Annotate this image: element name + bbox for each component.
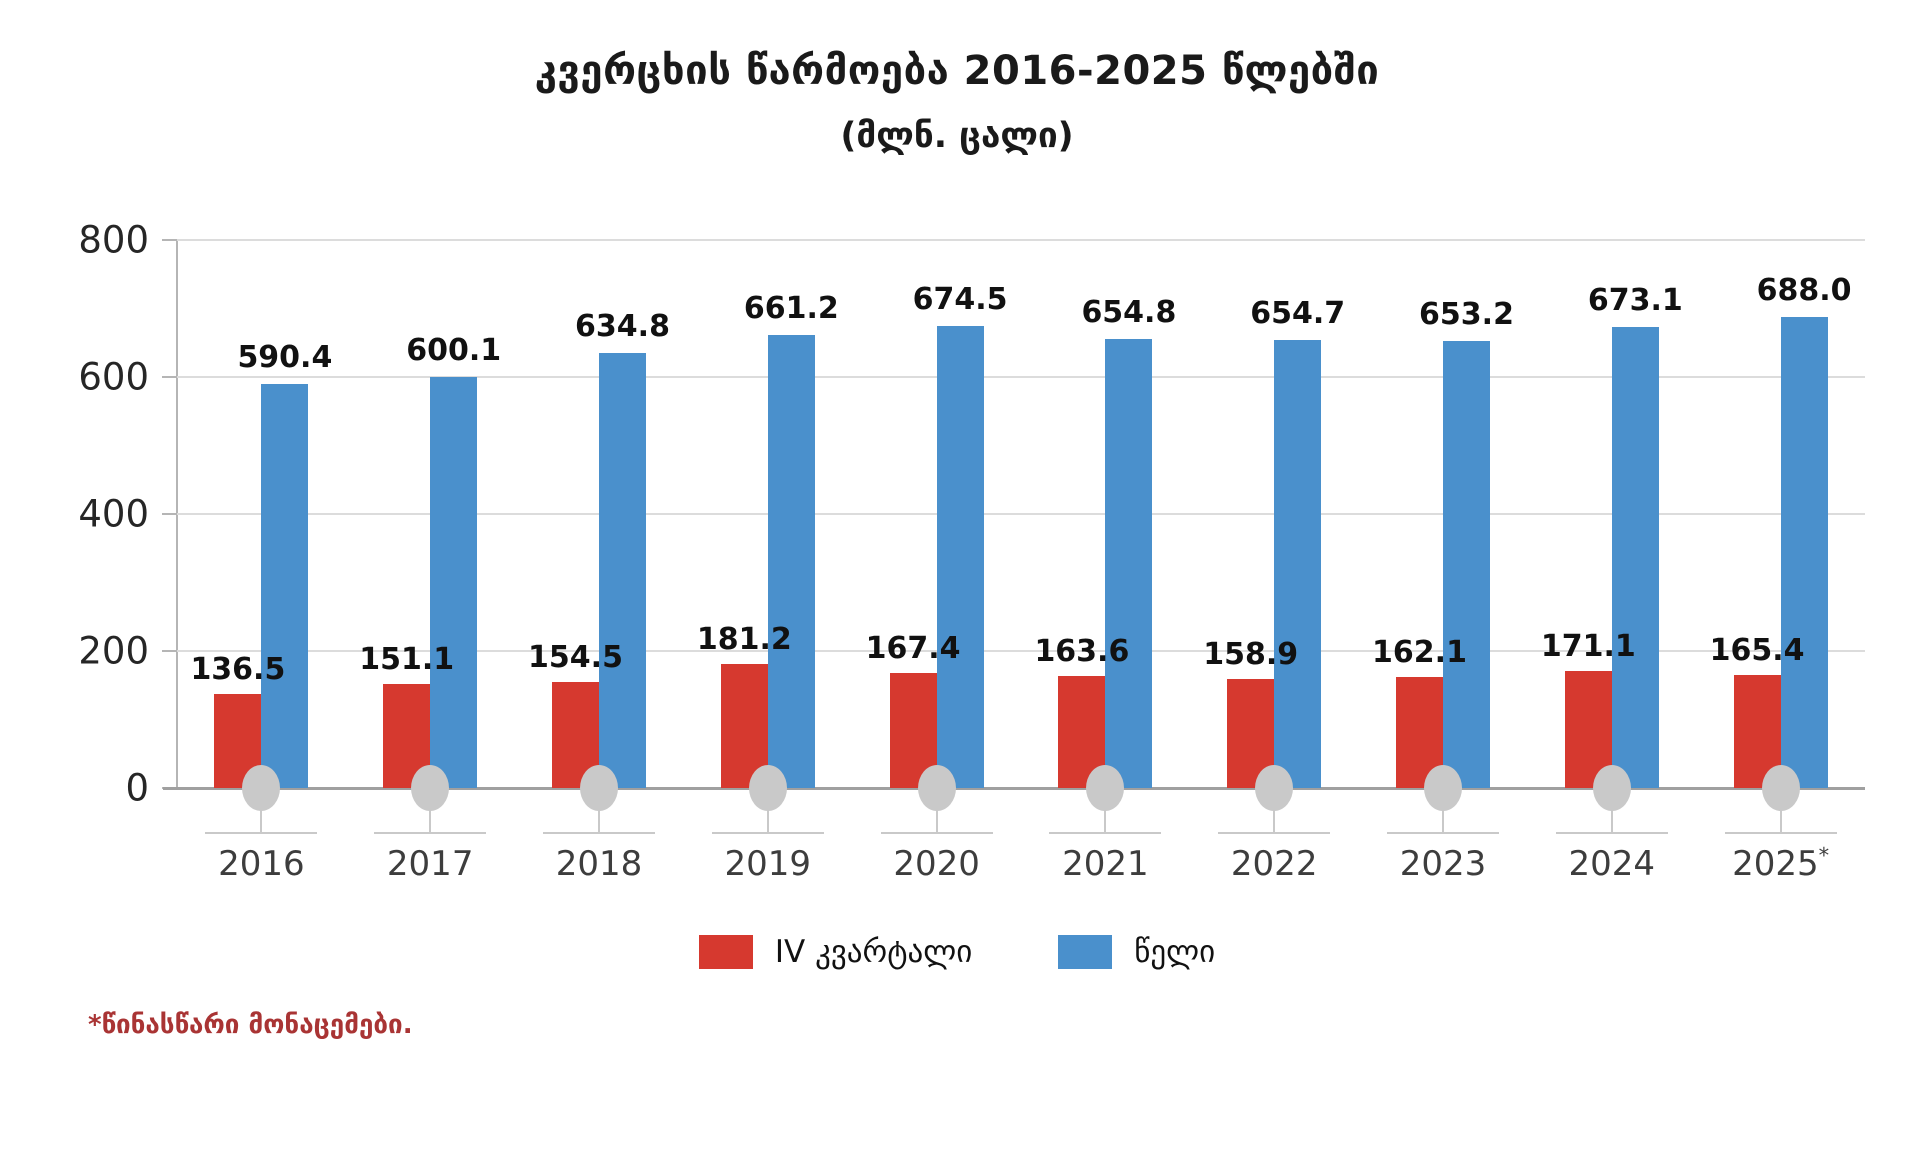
footnote: *წინასწარი მონაცემები. [88, 1010, 413, 1040]
legend-label-year: წელი [1134, 934, 1216, 970]
category-marker-icon [1086, 765, 1125, 811]
bar-2016-year [261, 383, 309, 788]
chart-subtitle: (მლნ. ცალი) [840, 116, 1074, 156]
category-marker-icon [748, 765, 787, 811]
category-axis-segment [880, 832, 993, 834]
bar-2024-year [1611, 326, 1659, 788]
category-marker-icon [1592, 765, 1631, 811]
gridline [177, 239, 1865, 241]
plot-area: 0 200 400 600 800 136.5 590.4 2016 151.1 600.1 201… [78, 219, 1865, 884]
category-marker-icon [1761, 765, 1800, 811]
chart-title: კვერცხის წარმოება 2016-2025 წლებში [534, 48, 1380, 94]
value-label-2017-quarter: 151.1 [359, 642, 455, 678]
y-axis-label: 600 [78, 355, 149, 399]
x-axis-label-2018: 2018 [555, 844, 643, 884]
gridline [177, 376, 1865, 378]
category-marker-icon [1424, 765, 1462, 811]
category-axis-segment [374, 832, 487, 834]
x-axis-label-2024: 2024 [1568, 844, 1656, 884]
value-label-2025-quarter: 165.4 [1709, 632, 1805, 668]
value-label-2018-year: 634.8 [575, 309, 670, 345]
y-axis-label: 0 [125, 766, 149, 810]
y-axis-label: 200 [78, 629, 149, 673]
value-label-2022-year: 654.7 [1250, 295, 1346, 331]
value-label-2024-quarter: 171.1 [1540, 628, 1636, 664]
bar-2017-year [430, 376, 478, 788]
x-axis-label-2017: 2017 [386, 844, 474, 884]
value-label-2022-quarter: 158.9 [1203, 637, 1299, 673]
bar-2022-year [1274, 339, 1322, 788]
value-label-2020-year: 674.5 [912, 281, 1008, 317]
y-axis-label: 800 [78, 218, 149, 262]
value-label-2024-year: 673.1 [1587, 282, 1683, 318]
bar-2021-year [1105, 339, 1153, 788]
x-axis-label-2022: 2022 [1230, 844, 1318, 884]
legend-label-quarter: IV კვარტალი [774, 934, 973, 970]
category-axis-segment [205, 832, 318, 834]
x-axis-baseline [163, 787, 1865, 790]
category-marker-icon [411, 765, 450, 811]
category-axis-segment [1724, 832, 1837, 834]
value-label-2018-quarter: 154.5 [528, 640, 623, 676]
value-label-2025-year: 688.0 [1756, 272, 1852, 308]
bar-2019-year [767, 335, 815, 788]
category-axis-segment [711, 832, 824, 834]
legend-swatch-quarter [698, 935, 753, 969]
value-label-2020-quarter: 167.4 [865, 631, 961, 667]
bar-2020-year [936, 325, 984, 788]
category-marker-icon [917, 765, 956, 811]
category-axis-segment [1387, 832, 1499, 834]
category-marker-icon [1255, 765, 1294, 811]
gridline [177, 650, 1865, 652]
value-label-2021-year: 654.8 [1081, 295, 1177, 331]
x-axis-label-2020: 2020 [893, 844, 980, 884]
value-label-2021-quarter: 163.6 [1034, 633, 1130, 669]
category-axis-segment [1049, 832, 1162, 834]
x-axis-label-2021: 2021 [1062, 844, 1149, 884]
legend-item-year: წელი [1058, 934, 1215, 970]
bar-2025-year [1780, 316, 1828, 788]
category-axis-segment [1218, 832, 1331, 834]
value-label-2017-year: 600.1 [406, 332, 502, 368]
bar-2018-year [599, 353, 646, 788]
value-label-2023-quarter: 162.1 [1372, 634, 1467, 670]
x-axis-label-2023: 2023 [1399, 844, 1487, 884]
value-label-2016-quarter: 136.5 [190, 652, 286, 688]
category-marker-icon [580, 765, 618, 811]
value-label-2019-quarter: 181.2 [696, 621, 792, 657]
preliminary-asterisk: * [1818, 843, 1830, 868]
category-axis-segment [1555, 832, 1668, 834]
gridline [177, 513, 1865, 515]
value-label-2016-year: 590.4 [237, 339, 333, 375]
legend-swatch-year [1058, 935, 1113, 969]
x-axis-label-2019: 2019 [724, 844, 812, 884]
y-axis-tick [162, 513, 177, 515]
y-axis-label: 400 [78, 492, 149, 536]
category-marker-icon [242, 765, 281, 811]
y-axis-tick [162, 376, 177, 378]
value-label-2023-year: 653.2 [1419, 296, 1514, 332]
legend-item-quarter: IV კვარტალი [698, 934, 973, 970]
legend: IV კვარტალი წელი [0, 934, 1914, 970]
y-axis-tick [162, 239, 177, 241]
x-axis-label-2016: 2016 [218, 844, 305, 884]
value-label-2019-year: 661.2 [743, 291, 839, 327]
y-axis-tick [162, 650, 177, 652]
category-axis-segment [543, 832, 655, 834]
bar-2023-year [1443, 340, 1490, 788]
x-axis-label-2025: 2025* [1732, 843, 1830, 884]
